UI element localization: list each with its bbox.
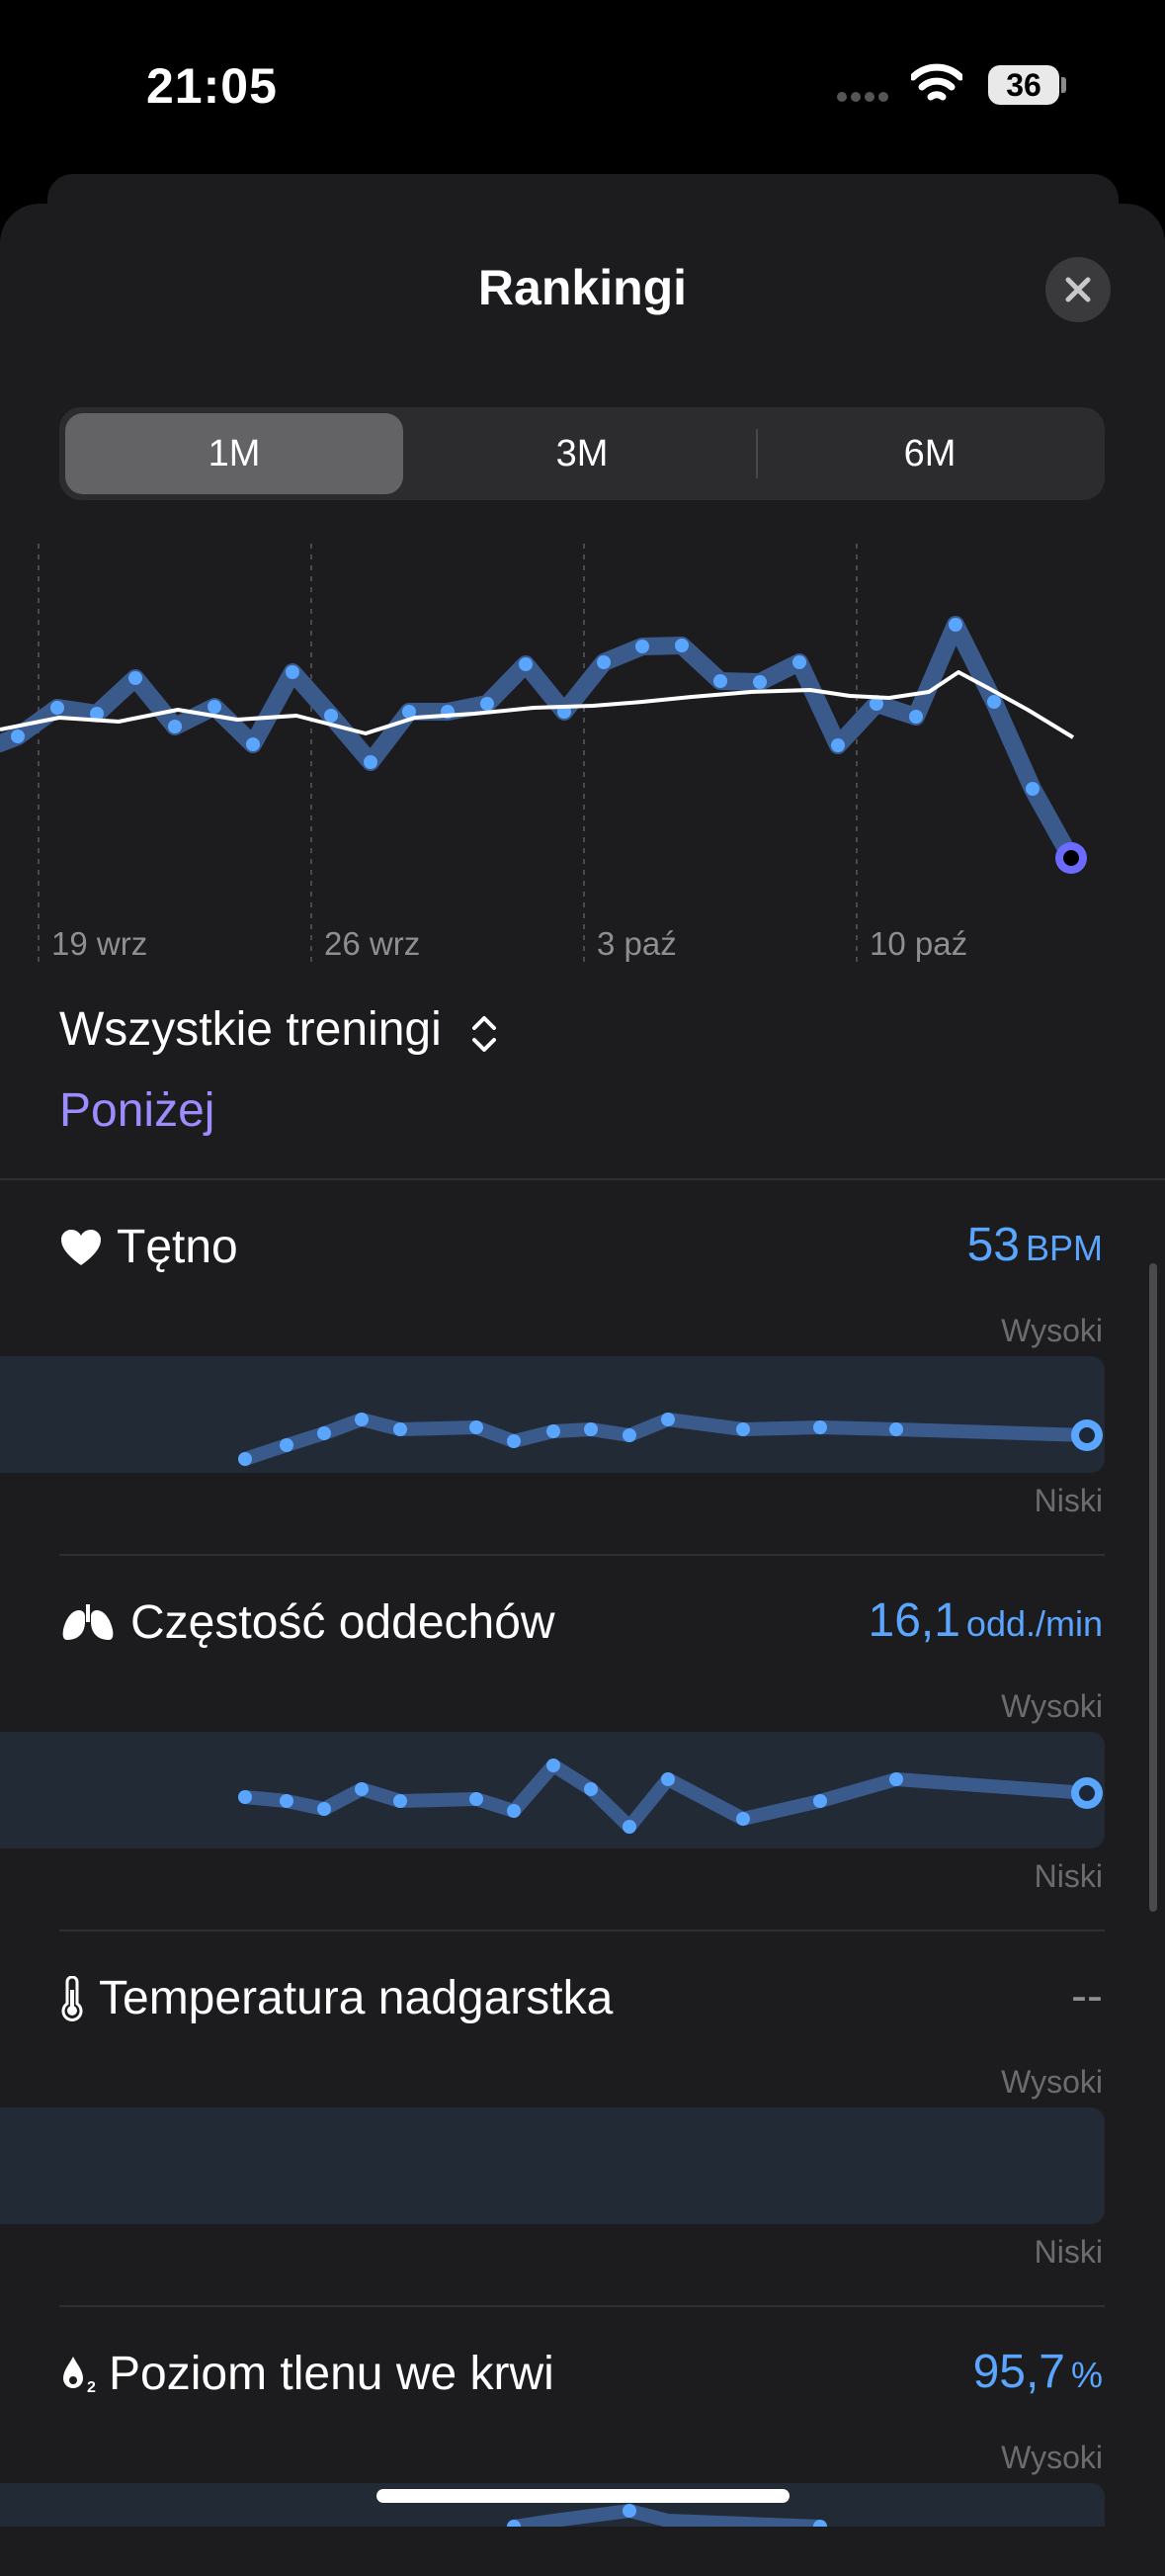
average-trend-line	[0, 670, 1075, 739]
heart-rate-sparkline	[238, 1413, 1103, 1466]
metric-range-band	[0, 1732, 1105, 1848]
metric-value-respiratory-rate: 16,1 odd./min	[692, 1593, 1104, 1648]
chart-date-label: 19 wrz	[51, 925, 147, 962]
metric-value-number: 53	[966, 1219, 1020, 1271]
workout-filter-dropdown[interactable]: Wszystkie treningi	[59, 1003, 442, 1056]
metric-value-heart-rate: 53 BPM	[692, 1218, 1103, 1272]
blood-oxygen-icon: 2	[63, 2356, 96, 2396]
scrollbar[interactable]	[1149, 1263, 1157, 1912]
chart-date-label: 26 wrz	[324, 925, 420, 962]
metric-unit: BPM	[1025, 1228, 1103, 1268]
respiratory-rate-sparkline	[238, 1759, 1103, 1834]
level-low-label: Niski	[1034, 1483, 1103, 1518]
segment-6m[interactable]: 6M	[903, 432, 957, 474]
chart-gridlines	[38, 544, 858, 964]
thermometer-icon	[61, 1975, 83, 2021]
metric-range-band	[0, 1356, 1105, 1473]
metric-title-heart-rate: Tętno	[59, 1220, 238, 1274]
level-high-label: Wysoki	[1001, 1688, 1103, 1724]
metric-title-blood-oxygen: 2 Poziom tlenu we krwi	[59, 2347, 554, 2401]
close-button[interactable]	[1045, 257, 1111, 322]
segment-3m[interactable]: 3M	[555, 432, 609, 474]
metric-range-band	[0, 2107, 1105, 2224]
battery-tip	[1061, 77, 1066, 93]
metric-unit: odd./min	[965, 1603, 1103, 1644]
wifi-icon	[911, 63, 962, 101]
section-divider	[59, 2305, 1105, 2307]
metric-title-text: Częstość oddechów	[130, 1596, 555, 1649]
segment-divider	[756, 429, 758, 478]
metric-value-number: 16,1	[868, 1594, 960, 1647]
battery-indicator: 36	[988, 65, 1059, 105]
cellular-signal-icon	[837, 92, 888, 102]
level-low-label: Niski	[1034, 2234, 1103, 2270]
level-high-label: Wysoki	[1001, 2440, 1103, 2475]
daily-values-band	[0, 616, 1080, 867]
metric-value-wrist-temperature: --	[692, 1969, 1103, 2023]
segment-1m[interactable]: 1M	[65, 413, 403, 494]
heart-icon	[61, 1229, 101, 1265]
home-indicator[interactable]	[376, 2489, 790, 2503]
metric-title-text: Poziom tlenu we krwi	[109, 2348, 554, 2400]
metric-title-wrist-temperature: Temperatura nadgarstka	[59, 1971, 613, 2025]
lungs-icon	[62, 1603, 114, 1640]
metric-value-blood-oxygen: 95,7%	[692, 2345, 1103, 2399]
ranking-status: Poniżej	[59, 1084, 215, 1137]
daily-value-points	[11, 618, 1040, 796]
chevron-up-down-icon[interactable]	[470, 1012, 498, 1056]
status-time: 21:05	[146, 58, 278, 114]
level-high-label: Wysoki	[1001, 1313, 1103, 1348]
metric-value-number: 95,7	[972, 2346, 1065, 2398]
period-segmented-control: 1M 3M 6M	[59, 407, 1105, 500]
chart-date-label: 3 paź	[597, 925, 677, 962]
metric-value-number: --	[1071, 1970, 1103, 2022]
svg-text:2: 2	[87, 2379, 96, 2396]
metric-title-text: Tętno	[117, 1221, 238, 1273]
section-divider	[59, 1554, 1105, 1556]
level-high-label: Wysoki	[1001, 2064, 1103, 2100]
metric-title-text: Temperatura nadgarstka	[99, 1972, 614, 2024]
section-divider	[0, 1178, 1165, 1180]
rankings-trend-chart: 19 wrz 26 wrz 3 paź 10 paź	[0, 544, 1087, 964]
sheet-title: Rankingi	[477, 260, 688, 315]
metric-title-respiratory-rate: Częstość oddechów	[59, 1595, 555, 1650]
blood-oxygen-sparkline	[507, 2504, 827, 2527]
chart-date-label: 10 paź	[870, 925, 967, 962]
close-icon	[1065, 277, 1091, 302]
metric-unit: %	[1070, 2355, 1103, 2395]
section-divider	[59, 1930, 1105, 1932]
level-low-label: Niski	[1034, 1858, 1103, 1894]
